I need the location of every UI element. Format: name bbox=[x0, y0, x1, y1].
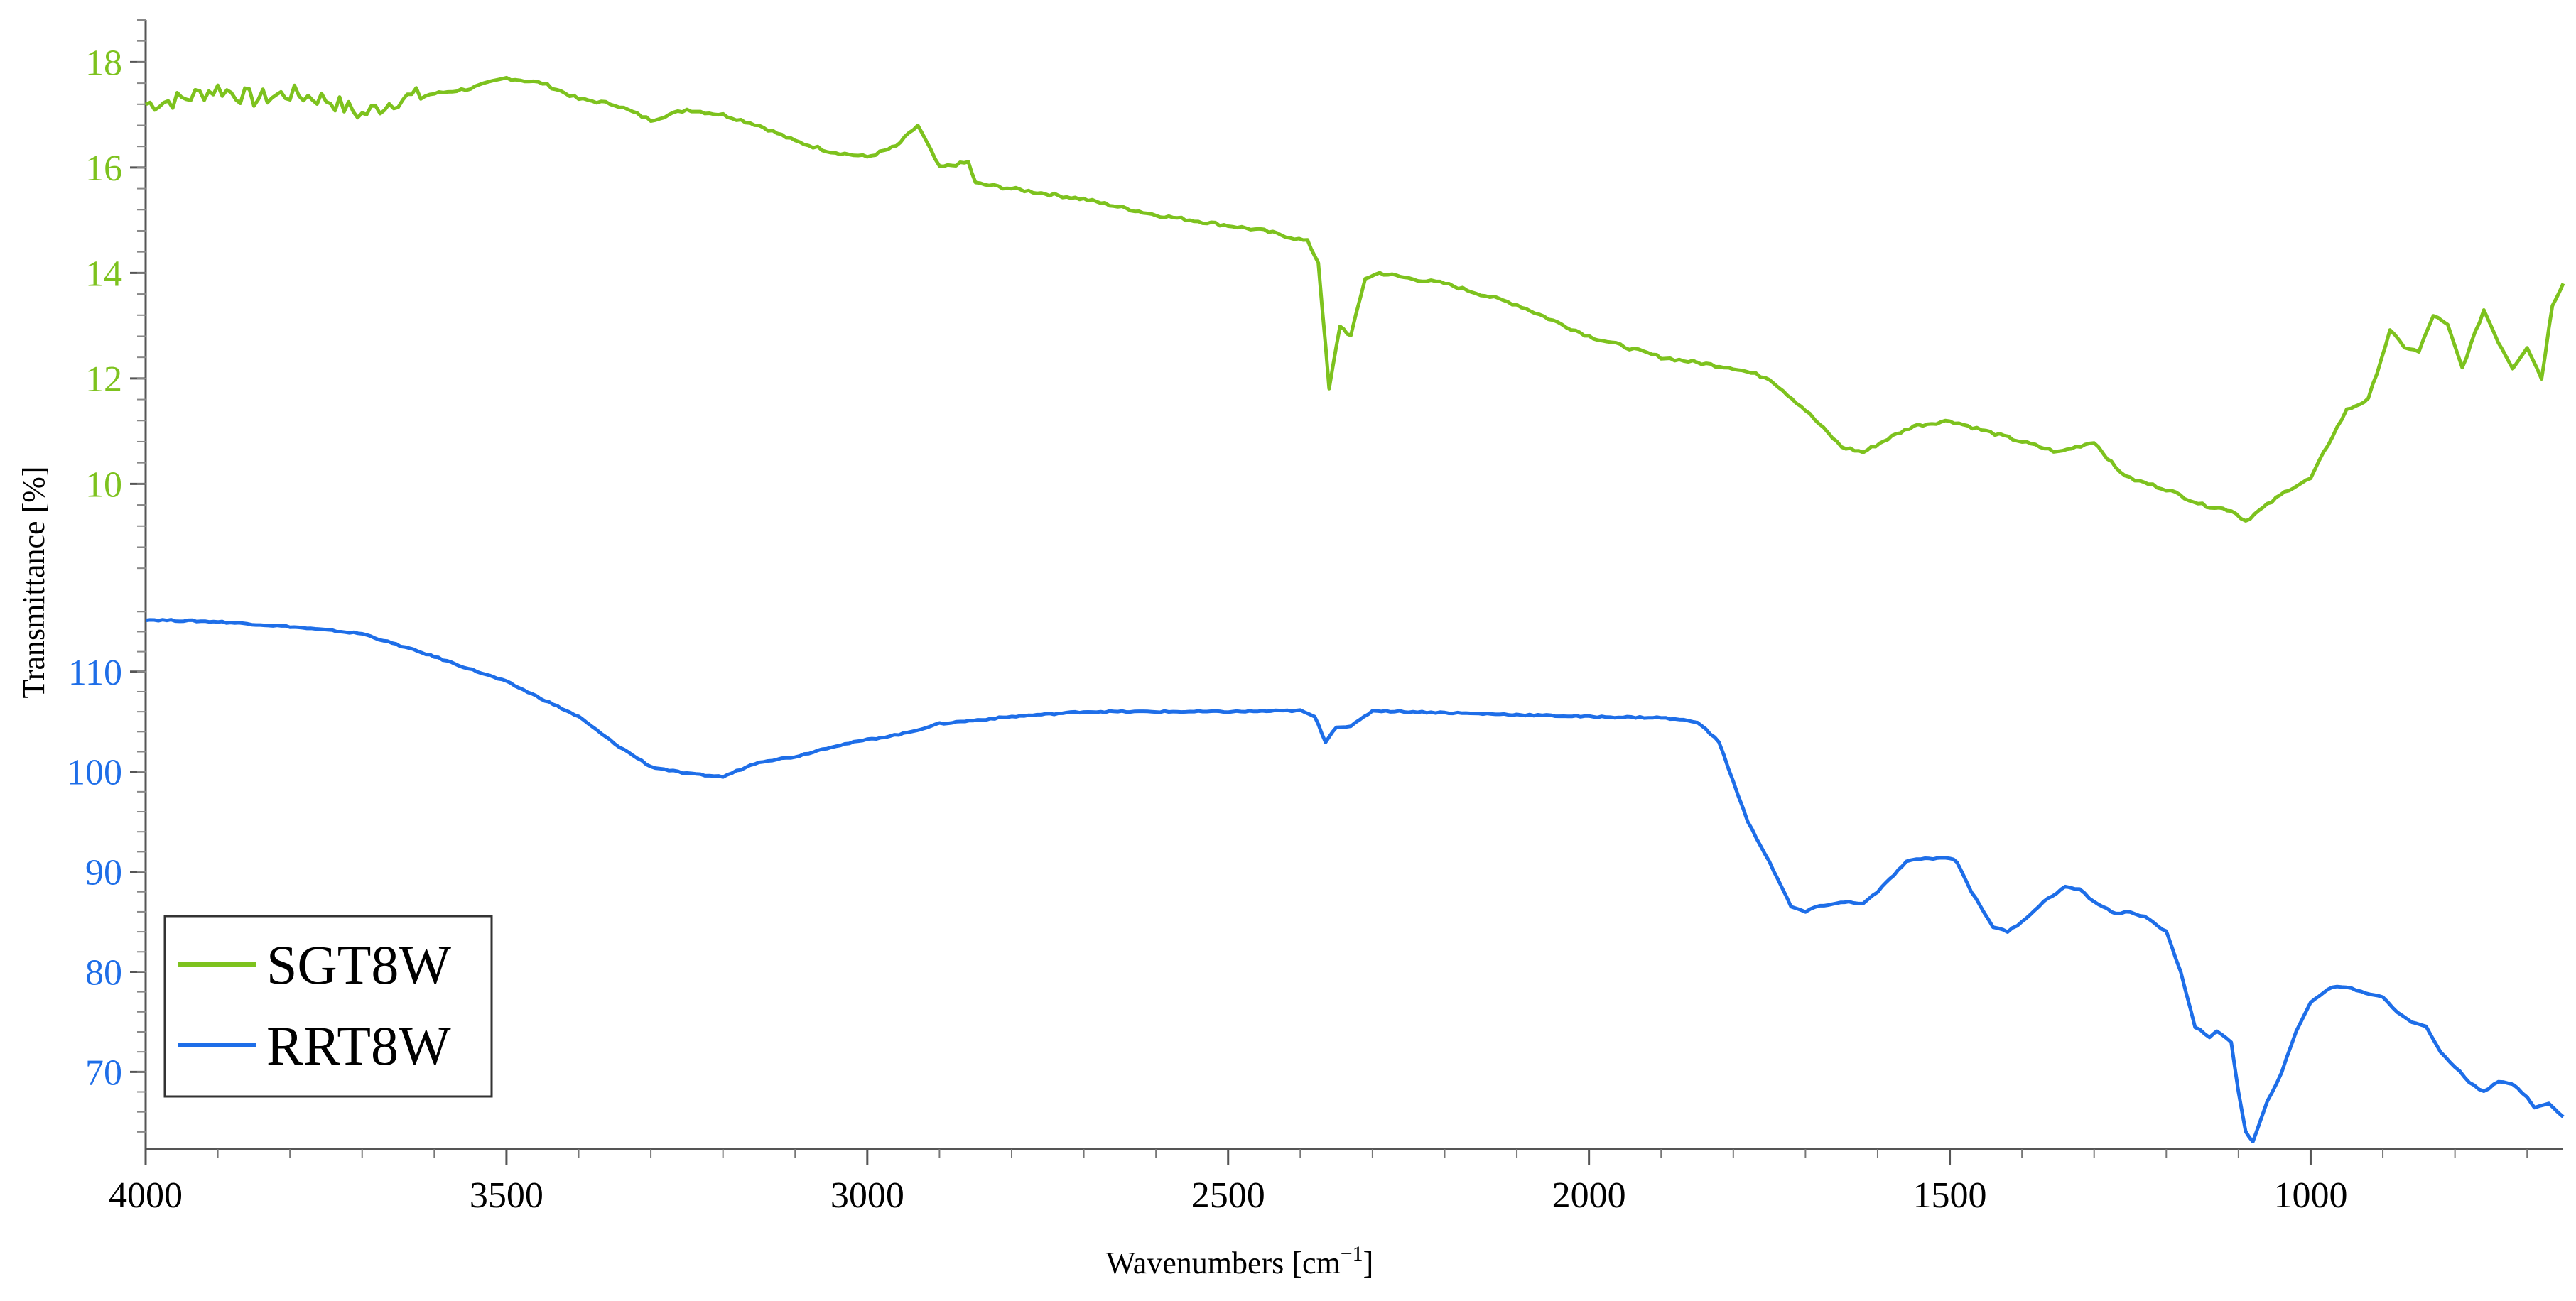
y-tick-label-lower-80: 80 bbox=[85, 952, 122, 993]
legend-label-sgt8w: SGT8W bbox=[266, 934, 451, 996]
series-line-rrt8w bbox=[145, 618, 2565, 1143]
x-tick-label-4000: 4000 bbox=[109, 1175, 183, 1216]
x-tick-label-2000: 2000 bbox=[1552, 1175, 1626, 1216]
x-axis-title-main: Wavenumbers [cm bbox=[1106, 1246, 1341, 1280]
legend-label-rrt8w: RRT8W bbox=[266, 1015, 451, 1077]
x-tick-label-2500: 2500 bbox=[1191, 1175, 1265, 1216]
x-tick-label-3500: 3500 bbox=[470, 1175, 543, 1216]
series-lines bbox=[145, 75, 2565, 1143]
legend-box bbox=[163, 915, 493, 1098]
x-axis-title-superscript: −1 bbox=[1341, 1242, 1363, 1265]
x-ticks: 4000 3500 3000 2500 2000 1500 1000 bbox=[109, 1149, 2528, 1216]
y-tick-label-lower-100: 100 bbox=[67, 753, 122, 793]
series-line-sgt8w bbox=[145, 75, 2565, 523]
y-tick-label-upper-14: 14 bbox=[85, 254, 122, 294]
x-tick-label-1000: 1000 bbox=[2273, 1175, 2347, 1216]
upper-y-ticks: 10 12 14 16 18 bbox=[85, 19, 146, 570]
lower-y-ticks: 70 80 90 100 110 bbox=[67, 611, 146, 1133]
axes bbox=[144, 20, 2563, 1150]
y-tick-label-lower-90: 90 bbox=[85, 853, 122, 893]
y-tick-label-upper-12: 12 bbox=[85, 359, 122, 400]
x-axis-title-end: ] bbox=[1363, 1246, 1374, 1280]
x-tick-label-1500: 1500 bbox=[1913, 1175, 1987, 1216]
y-tick-label-upper-18: 18 bbox=[85, 43, 122, 83]
y-tick-label-lower-70: 70 bbox=[85, 1052, 122, 1093]
y-tick-label-upper-10: 10 bbox=[85, 464, 122, 505]
x-axis-title: Wavenumbers [cm−1] bbox=[1106, 1242, 1374, 1280]
x-tick-label-3000: 3000 bbox=[830, 1175, 904, 1216]
y-axis-title: Transmittance [%] bbox=[16, 466, 51, 698]
y-tick-label-upper-16: 16 bbox=[85, 148, 122, 189]
legend: SGT8W RRT8W bbox=[163, 915, 493, 1098]
y-tick-label-lower-110: 110 bbox=[68, 653, 122, 693]
